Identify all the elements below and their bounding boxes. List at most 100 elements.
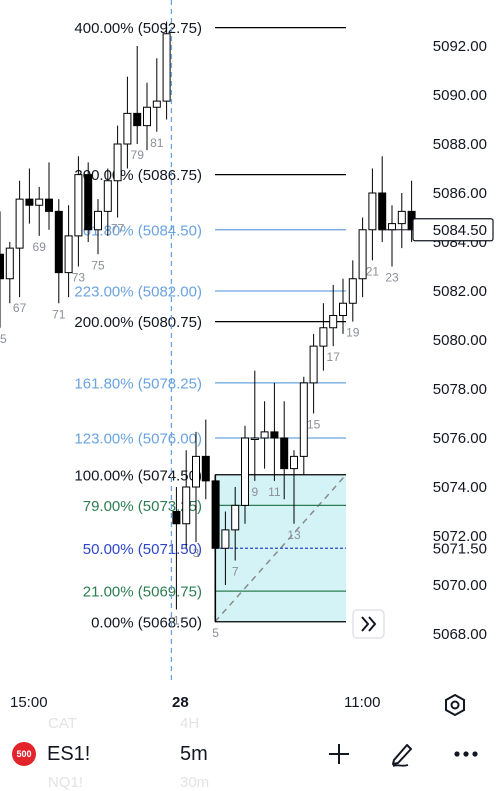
fib-level-label: 300.00% (5086.75): [74, 167, 202, 184]
candle-body[interactable]: [309, 345, 318, 384]
candle-body[interactable]: [358, 229, 367, 280]
candle-body[interactable]: [64, 235, 73, 274]
plus-icon: [329, 744, 349, 764]
bar-number: 23: [385, 271, 399, 285]
time-tick-label: 15:00: [10, 694, 48, 711]
bar-number: 75: [91, 258, 105, 272]
bar-number: 15: [307, 418, 321, 432]
scroll-right-button[interactable]: [352, 609, 385, 639]
candle-body[interactable]: [221, 529, 230, 549]
candle-body[interactable]: [123, 112, 132, 145]
price-tick-label: 5071.50: [433, 540, 487, 557]
bar-number: 79: [131, 148, 145, 162]
current-price-badge: [412, 218, 494, 242]
candle-body[interactable]: [103, 180, 112, 212]
fib-level-label: 223.00% (5082.00): [74, 284, 202, 301]
bottom-toolbar: 500 ES1! 5m NQ1! 30m: [0, 722, 497, 791]
fib-levels-layer: 400.00% (5092.75) 300.00% (5086.75) 261.80…: [74, 20, 346, 631]
bar-numbers-layer: 6567697173757779811357911131517192123: [0, 136, 399, 640]
price-tick-label: 5076.00: [433, 430, 487, 447]
candle-body[interactable]: [368, 192, 377, 231]
chevron-right-icon: [361, 616, 377, 632]
candle-body[interactable]: [74, 174, 83, 237]
bar-number: 1: [173, 614, 180, 628]
bar-number: 3: [193, 546, 200, 560]
candle-body[interactable]: [15, 198, 24, 249]
candle-body[interactable]: [211, 480, 220, 549]
fib-level-label: 21.00% (5069.75): [83, 584, 202, 601]
bar-number: 67: [13, 301, 27, 315]
current-price-label: 5084.50: [433, 222, 487, 239]
candle-body[interactable]: [319, 327, 328, 347]
add-button[interactable]: [323, 738, 355, 770]
candle-body[interactable]: [182, 486, 191, 525]
fib-level-label: 100.00% (5074.50): [74, 467, 202, 484]
candle-body[interactable]: [172, 511, 181, 525]
pen-icon: [392, 744, 412, 767]
candle-body[interactable]: [241, 437, 249, 506]
symbol-logo[interactable]: 500: [12, 742, 36, 766]
bar-number: 21: [366, 264, 380, 278]
bar-number: 13: [287, 528, 301, 542]
candle-body[interactable]: [299, 382, 308, 457]
candle-body[interactable]: [388, 223, 396, 231]
bar-number: 71: [52, 307, 66, 321]
price-tick-label: 5092.00: [433, 38, 487, 55]
candle-body[interactable]: [0, 253, 4, 280]
more-icon: [454, 751, 478, 757]
price-chart[interactable]: 400.00% (5092.75) 300.00% (5086.75) 261.80…: [0, 0, 497, 680]
candle-body[interactable]: [162, 33, 171, 102]
candle-body[interactable]: [54, 210, 63, 274]
candle-body[interactable]: [35, 198, 44, 206]
fib-level-label: 261.80% (5084.50): [74, 222, 202, 239]
fib-level-label: 400.00% (5092.75): [74, 20, 202, 37]
candle-body[interactable]: [280, 437, 289, 470]
candle-body[interactable]: [378, 192, 387, 231]
candle-body[interactable]: [152, 100, 161, 108]
candle-body[interactable]: [201, 455, 210, 482]
candle-body[interactable]: [84, 174, 93, 231]
candle-body[interactable]: [25, 198, 34, 206]
fib-level-label: 0.00% (5068.50): [91, 614, 202, 631]
settings-icon[interactable]: [442, 692, 468, 718]
fib-level-label: 50.00% (5071.50): [83, 541, 202, 558]
candle-body[interactable]: [250, 437, 259, 440]
time-axis: 15:00 28 11:00: [0, 680, 497, 720]
candle-body[interactable]: [348, 278, 357, 304]
bar-number: 69: [33, 240, 47, 254]
price-tick-label: 5068.00: [433, 626, 487, 643]
candle-body[interactable]: [329, 315, 338, 329]
candle-body[interactable]: [260, 431, 269, 439]
candle-body[interactable]: [143, 106, 151, 127]
candle-body[interactable]: [45, 198, 53, 212]
ghost-label: 4H: [180, 715, 200, 732]
candle-body[interactable]: [231, 504, 240, 531]
price-tick-label: 5086.00: [433, 185, 487, 202]
candle-body[interactable]: [397, 210, 406, 225]
draw-button[interactable]: [386, 738, 418, 770]
bar-number: 73: [72, 271, 86, 285]
bar-number: 81: [150, 136, 164, 150]
bar-number: 77: [111, 222, 125, 236]
more-button[interactable]: [450, 738, 482, 770]
fib-level-label: 79.00% (5073.25): [83, 498, 202, 515]
bar-number: 9: [251, 485, 258, 499]
bar-number: 7: [232, 565, 239, 579]
candle-body[interactable]: [192, 455, 200, 488]
fib-level-label: 200.00% (5080.75): [74, 314, 202, 331]
symbol-button[interactable]: ES1!: [47, 743, 91, 765]
candle-body[interactable]: [339, 302, 347, 316]
bar-number: 11: [268, 485, 281, 499]
candle-body[interactable]: [133, 112, 142, 127]
candle-body[interactable]: [94, 210, 102, 231]
fib-level-label: 123.00% (5076.00): [74, 431, 202, 448]
interval-button[interactable]: 5m: [180, 743, 208, 765]
candle-body[interactable]: [270, 431, 279, 439]
price-tick-label: 5082.00: [433, 283, 487, 300]
bar-number: 5: [212, 626, 219, 640]
price-tick-label: 5090.00: [433, 87, 487, 104]
candle-body[interactable]: [5, 247, 14, 280]
candle-body[interactable]: [290, 455, 298, 470]
candles-layer: [0, 21, 416, 622]
candle-body[interactable]: [113, 143, 122, 182]
